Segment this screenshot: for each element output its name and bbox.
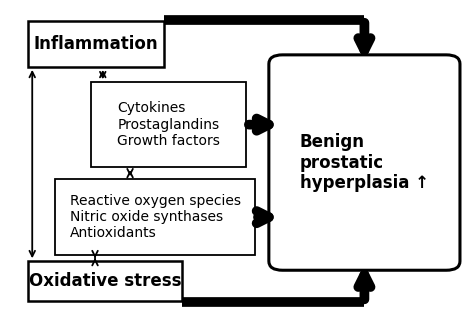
Text: Oxidative stress: Oxidative stress: [29, 272, 181, 290]
Text: Cytokines
Prostaglandins
Growth factors: Cytokines Prostaglandins Growth factors: [117, 101, 220, 148]
FancyBboxPatch shape: [91, 82, 246, 167]
Text: Inflammation: Inflammation: [34, 35, 158, 53]
FancyBboxPatch shape: [27, 261, 182, 301]
FancyBboxPatch shape: [55, 179, 255, 255]
Text: Reactive oxygen species
Nitric oxide synthases
Antioxidants: Reactive oxygen species Nitric oxide syn…: [70, 194, 241, 240]
FancyBboxPatch shape: [27, 21, 164, 67]
FancyBboxPatch shape: [269, 55, 460, 270]
Text: Benign
prostatic
hyperplasia ↑: Benign prostatic hyperplasia ↑: [300, 133, 429, 192]
